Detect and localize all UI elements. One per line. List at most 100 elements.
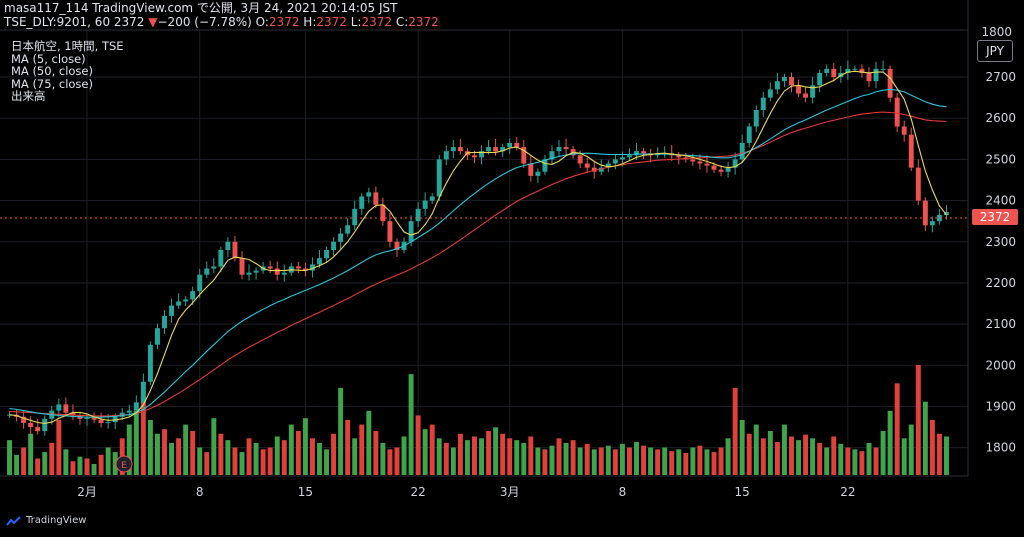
candle-body (767, 89, 773, 98)
price-axis[interactable]: 2700 2600 2500 2400 2300 2200 2100 2000 1900 1800… (981, 25, 1016, 455)
candle-body (796, 85, 802, 94)
candle-body (415, 208, 421, 222)
volume-bar (500, 433, 506, 475)
volume-bar (873, 447, 879, 475)
candle-body (929, 221, 935, 226)
volume-bar (852, 449, 858, 475)
currency-button[interactable]: JPY (977, 40, 1013, 62)
candle-body (42, 418, 48, 432)
volume-bar (669, 451, 675, 475)
volume-bar (401, 436, 407, 475)
candle-body (239, 258, 245, 275)
volume-bar (14, 454, 20, 475)
candle-body (739, 142, 745, 160)
candle-body (253, 270, 259, 273)
candle-body (944, 212, 949, 215)
volume-bar (655, 449, 661, 475)
legend-symbol[interactable]: 日本航空, 1時間, TSE (11, 39, 124, 53)
legend-ma50[interactable]: MA (50, close) (11, 64, 93, 78)
volume-bar (704, 449, 710, 475)
candle-body (176, 301, 182, 306)
volume-bar (429, 424, 435, 475)
candle-body (697, 161, 703, 164)
volume-bar (380, 442, 386, 475)
publish-info: masa117_114 TradingView.com で公開, 3月 24, … (4, 1, 398, 15)
volume-bar (436, 438, 442, 475)
candle-body (563, 147, 569, 150)
volume-bar (936, 433, 942, 475)
volume-bar (718, 447, 724, 475)
volume-bar (84, 458, 90, 475)
candle-body (598, 167, 604, 172)
volume-bar (535, 447, 541, 475)
volume-bar (486, 431, 492, 475)
low-label: L: (350, 15, 362, 29)
volume-bar (56, 420, 62, 475)
volume-bar (140, 397, 146, 475)
candle-body (803, 93, 809, 98)
volume-bar (781, 424, 787, 475)
open-value: 2372 (268, 15, 300, 29)
volume-bar (324, 449, 330, 475)
candle-body (317, 258, 322, 265)
candle-body (204, 268, 210, 275)
volume-bar (218, 433, 224, 475)
volume-bar (584, 443, 590, 475)
candle-body (704, 163, 710, 166)
candle-body (246, 272, 252, 275)
legend-volume[interactable]: 出来高 (11, 89, 46, 103)
volume-bar (225, 440, 231, 475)
volume-bar (126, 424, 132, 475)
candle-body (831, 68, 837, 78)
volume-bar (817, 442, 823, 475)
candle-body (63, 404, 69, 413)
candle-body (91, 418, 97, 420)
volume-bar (394, 447, 400, 475)
volume-bar (98, 454, 104, 475)
volume-bar (211, 418, 217, 475)
time-axis[interactable]: 2月 8 15 22 3月 8 15 22 (77, 485, 855, 499)
candle-body (605, 163, 611, 168)
candle-body (880, 68, 886, 70)
candle-body (634, 151, 639, 156)
volume-bar (711, 452, 717, 475)
volume-bar (246, 438, 252, 475)
candle-body (359, 196, 365, 209)
volume-bar (690, 447, 696, 475)
legend-ma75[interactable]: MA (75, close) (11, 76, 93, 91)
candle-body (472, 155, 477, 158)
candle-body (380, 204, 386, 222)
earnings-marker[interactable]: E (115, 455, 133, 473)
time-tick-label: 8 (196, 485, 204, 499)
volume-bar (373, 431, 379, 475)
candle-body (147, 344, 153, 382)
candle-body (922, 200, 928, 226)
volume-bar (387, 449, 393, 475)
volume-bar (112, 452, 118, 475)
candle-body (274, 268, 280, 275)
candle-body (295, 266, 301, 269)
volume-bar (302, 418, 308, 475)
candle-body (810, 85, 816, 98)
candle-body (133, 402, 139, 411)
candle-body (789, 77, 794, 86)
volume-bar (359, 424, 365, 475)
legend-ma5[interactable]: MA (5, close) (11, 51, 86, 66)
high-label: H: (303, 15, 317, 29)
price-tick-label: 2100 (985, 317, 1016, 331)
volume-bar (648, 447, 654, 475)
time-tick-label: 22 (840, 485, 855, 499)
volume-bar (288, 424, 294, 475)
price-tick-label: 1800 (985, 441, 1016, 455)
candle-body (732, 159, 738, 168)
volume-bar (845, 447, 851, 475)
candle-body (711, 165, 717, 170)
candle-body (866, 72, 872, 82)
volume-bar (70, 461, 76, 475)
volume-bar (789, 436, 794, 475)
candle-body (549, 151, 555, 160)
tradingview-brand[interactable]: TradingView (6, 515, 86, 526)
candle-body (352, 208, 358, 226)
volume-bar (880, 431, 886, 475)
